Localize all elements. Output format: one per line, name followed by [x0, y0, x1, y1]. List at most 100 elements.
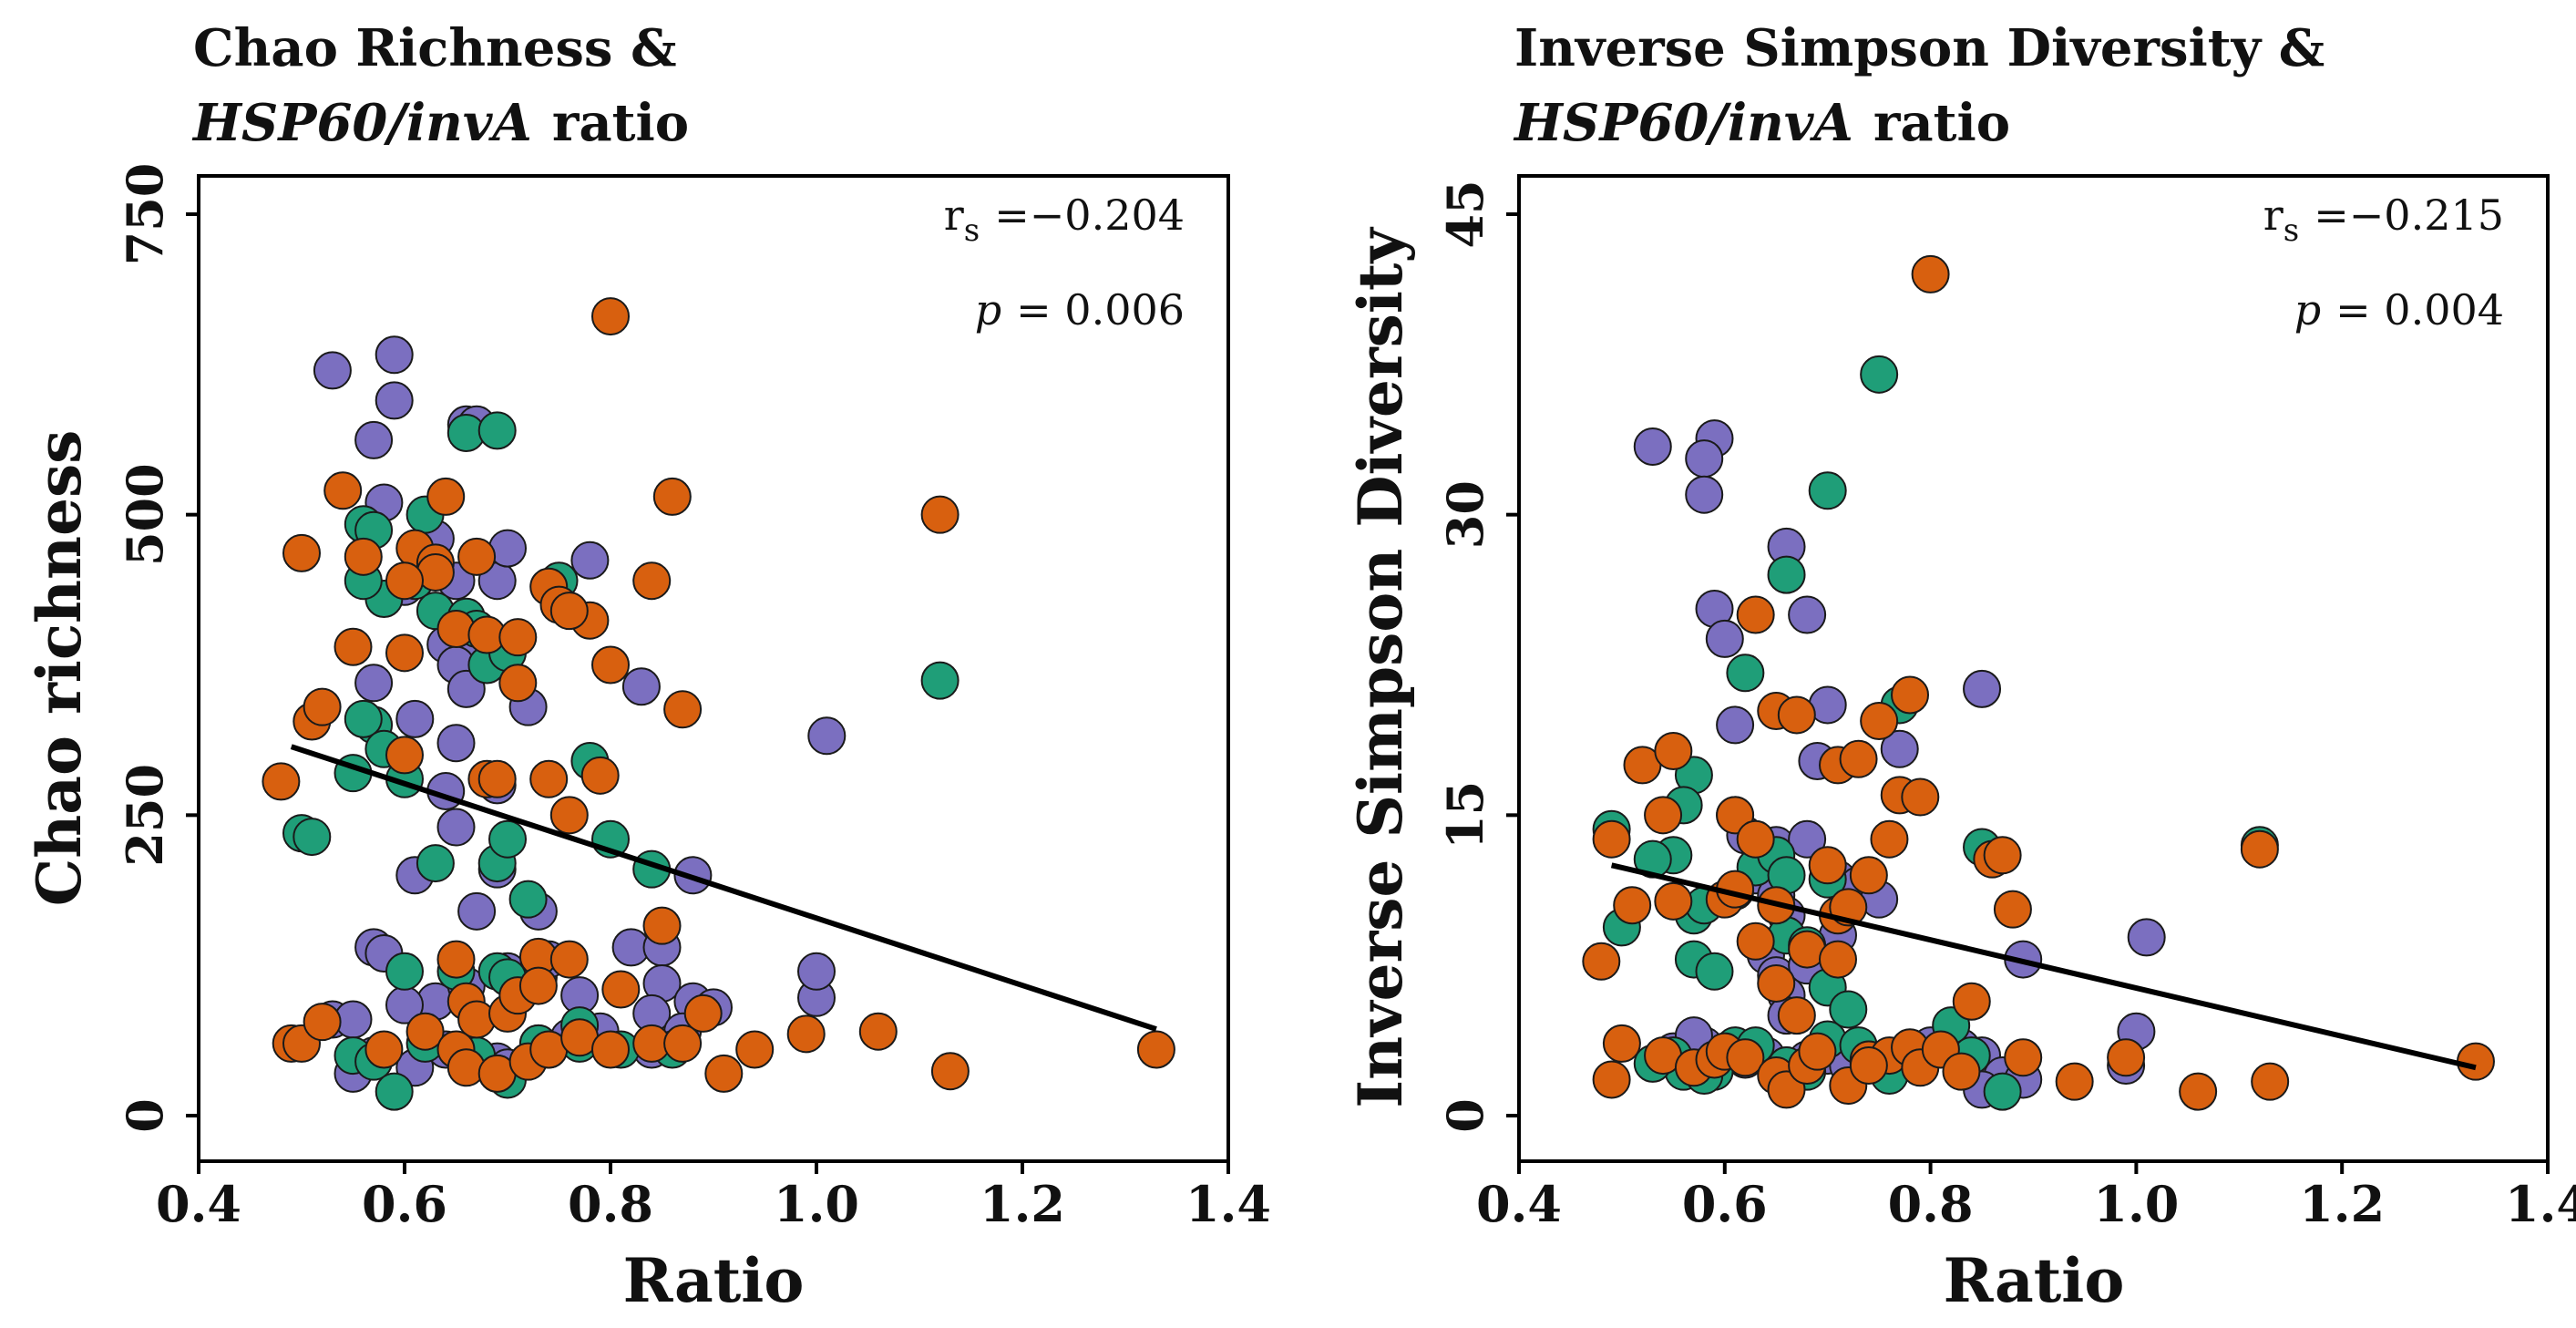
- data-point-group_c: [262, 762, 301, 801]
- p-value-number: = 0.004: [2335, 285, 2504, 335]
- data-point-group_b: [1767, 555, 1806, 594]
- data-point-group_c: [1870, 819, 1909, 859]
- data-point-group_b: [416, 844, 455, 883]
- r-symbol: r: [2263, 190, 2284, 240]
- y-tick-label: 250: [116, 764, 174, 867]
- x-tick-label: 1.2: [2299, 1175, 2385, 1233]
- y-tick-label: 15: [1436, 781, 1494, 849]
- data-point-group_a: [807, 716, 847, 756]
- data-point-group_c: [786, 1014, 826, 1054]
- data-point-group_a: [570, 540, 610, 580]
- x-axis: 0.4 0.6 0.8 1.0 1.2 1.4: [156, 1161, 1271, 1233]
- data-point-group_c: [1849, 1046, 1888, 1086]
- data-point-group_a: [1788, 819, 1827, 859]
- data-point-group_c: [518, 966, 558, 1005]
- data-point-group_b: [385, 952, 424, 991]
- data-point-group_c: [1654, 881, 1693, 921]
- spearman-r: rs =−0.215: [2263, 190, 2504, 249]
- data-point-group_c: [303, 687, 342, 726]
- data-point-group_a: [354, 664, 394, 703]
- panel-title-line1: Inverse Simpson Diversity &: [1514, 18, 2325, 78]
- x-tick-label: 1.4: [2505, 1175, 2576, 1233]
- data-point-group_c: [704, 1054, 744, 1093]
- y-tick-label: 750: [116, 163, 174, 266]
- data-point-group_c: [436, 940, 476, 979]
- data-point-group_a: [1685, 439, 1724, 479]
- data-point-group_a: [354, 420, 394, 459]
- data-point-group_c: [549, 592, 589, 631]
- x-axis-title: Ratio: [1944, 1245, 2125, 1316]
- data-point-group_b: [488, 819, 527, 859]
- data-point-group_b: [375, 1072, 414, 1111]
- data-point-group_b: [920, 661, 960, 700]
- data-point-group_c: [1592, 819, 1631, 859]
- y-tick-label: 45: [1436, 180, 1494, 248]
- y-axis: 0 250 500 750: [116, 163, 199, 1133]
- data-point-group_c: [529, 759, 569, 798]
- data-point-group_c: [2179, 1072, 2218, 1111]
- data-point-group_b: [1695, 952, 1734, 991]
- data-point-group_c: [920, 495, 960, 534]
- data-point-group_c: [385, 561, 424, 601]
- data-point-group_c: [601, 970, 641, 1009]
- data-point-group_c: [591, 645, 630, 685]
- data-point-group_c: [334, 627, 373, 666]
- data-point-group_a: [457, 891, 497, 931]
- p-value: p = 0.004: [2294, 285, 2504, 335]
- data-point-group_c: [1911, 254, 1950, 293]
- x-tick-label: 0.6: [1682, 1175, 1768, 1233]
- x-tick-label: 1.0: [774, 1175, 859, 1233]
- x-tick-label: 1.4: [1185, 1175, 1271, 1233]
- spearman-r: rs =−0.204: [944, 190, 1185, 249]
- data-point-group_c: [498, 664, 538, 703]
- data-point-group_c: [2456, 1042, 2495, 1081]
- data-point-group_c: [426, 477, 466, 516]
- data-point-group_a: [1880, 729, 1919, 768]
- data-point-group_c: [632, 561, 672, 601]
- panel-title-line1: Chao Richness &: [193, 18, 677, 78]
- data-point-group_c: [2107, 1038, 2146, 1077]
- data-point-group_c: [1736, 921, 1775, 961]
- r-value: =−0.204: [994, 190, 1185, 240]
- data-point-group_c: [930, 1052, 970, 1091]
- data-point-group_a: [1633, 427, 1672, 466]
- data-point-group_c: [1901, 777, 1940, 817]
- p-value: p = 0.006: [975, 285, 1185, 335]
- data-point-group_c: [303, 1003, 342, 1042]
- p-symbol: p: [2294, 285, 2321, 335]
- data-point-group_a: [621, 667, 661, 706]
- trend-line: [290, 744, 1157, 1032]
- data-point-group_c: [1808, 846, 1847, 885]
- data-point-group_c: [1860, 702, 1899, 741]
- data-point-group_b: [1983, 1072, 2022, 1111]
- data-point-group_c: [1777, 996, 1816, 1035]
- data-point-group_c: [1839, 739, 1878, 778]
- y-tick-label: 30: [1436, 480, 1494, 549]
- data-point-group_b: [1726, 654, 1765, 693]
- data-point-group_c: [1891, 675, 1930, 715]
- data-point-group_c: [1644, 796, 1683, 835]
- data-point-group_a: [375, 381, 414, 420]
- data-point-group_c: [1849, 856, 1888, 895]
- data-point-group_a: [1716, 705, 1755, 745]
- data-point-group_c: [1942, 1052, 1981, 1091]
- data-point-group_c: [364, 1030, 404, 1069]
- data-point-group_c: [282, 533, 321, 572]
- x-axis: 0.4 0.6 0.8 1.0 1.2 1.4: [1476, 1161, 2576, 1233]
- data-point-group_a: [395, 699, 435, 738]
- data-point-group_c: [549, 796, 589, 835]
- data-point-group_c: [735, 1030, 775, 1069]
- r-subscript: s: [964, 212, 980, 249]
- data-point-group_c: [1136, 1030, 1175, 1069]
- x-tick-label: 0.6: [362, 1175, 447, 1233]
- x-tick-label: 0.8: [568, 1175, 653, 1233]
- data-point-group_a: [313, 351, 352, 390]
- y-axis-title: Inverse Simpson Diversity: [1345, 227, 1416, 1108]
- data-point-group_c: [2251, 1062, 2290, 1101]
- data-point-group_c: [498, 618, 538, 657]
- p-symbol: p: [975, 285, 1001, 335]
- y-axis: 0 15 30 45: [1436, 180, 1519, 1133]
- data-point-group_b: [344, 699, 383, 738]
- data-point-group_c: [2004, 1038, 2043, 1077]
- data-point-group_c: [1736, 819, 1775, 859]
